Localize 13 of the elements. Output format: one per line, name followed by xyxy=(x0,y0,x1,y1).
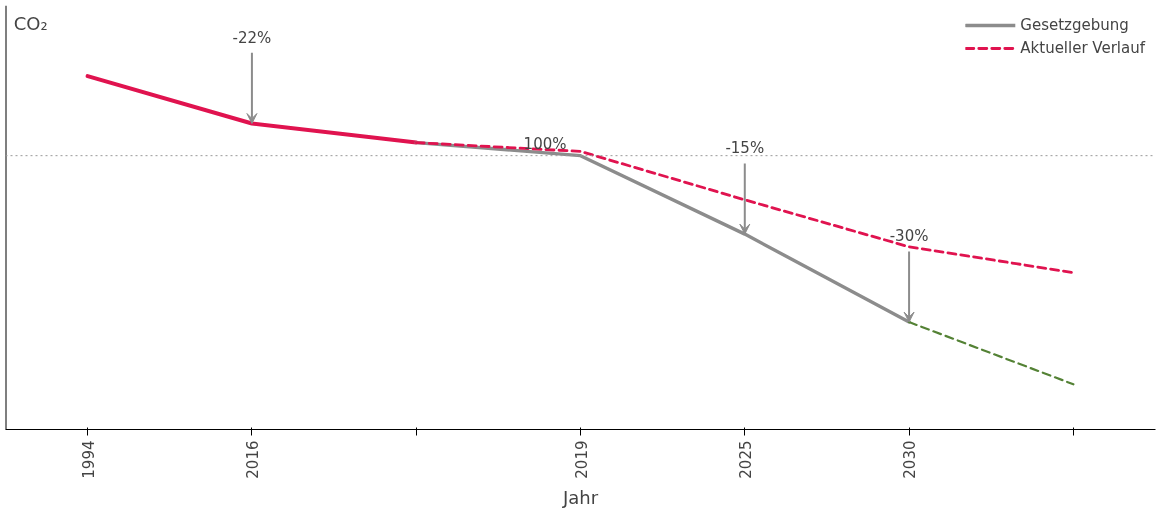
y-axis-title: CO₂ xyxy=(13,12,48,34)
x-tick-label: 2016 xyxy=(243,440,262,479)
x-tick-label: 1994 xyxy=(79,440,98,479)
annotation: -15% xyxy=(725,139,765,158)
annotation: -30% xyxy=(889,227,929,246)
x-axis-title: Jahr xyxy=(561,486,599,508)
legend-label: Gesetzgebung xyxy=(1020,16,1129,34)
annotation: 100% xyxy=(523,134,567,153)
annotation: -22% xyxy=(232,28,272,47)
legend-label: Aktueller Verlauf xyxy=(1020,39,1145,57)
x-tick-label: 2030 xyxy=(901,440,920,479)
x-tick-label: 2019 xyxy=(572,440,591,479)
x-tick-label: 2025 xyxy=(736,440,755,479)
